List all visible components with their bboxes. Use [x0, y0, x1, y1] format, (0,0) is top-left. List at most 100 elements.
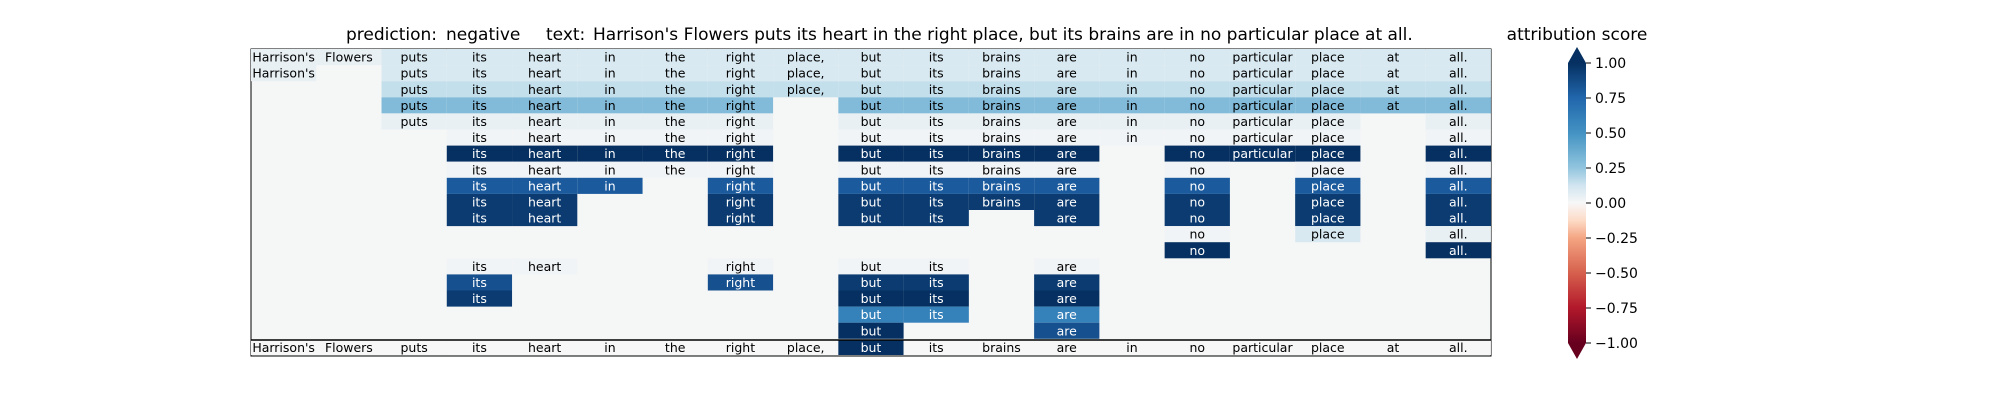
cell-fill: [968, 340, 1035, 355]
heatmap-cell: right: [707, 81, 774, 98]
cell-token: but: [861, 194, 882, 209]
heatmap-cell: its: [903, 49, 969, 66]
heatmap-cell: but: [838, 193, 904, 210]
cell-fill: [773, 81, 839, 98]
heatmap-cell: but: [838, 290, 904, 307]
cell-token: are: [1057, 291, 1078, 306]
colorbar-tick-label: 0.00: [1595, 196, 1626, 212]
cell-token: the: [665, 162, 686, 177]
heatmap-cell: its: [446, 177, 513, 194]
cell-token: right: [726, 98, 755, 113]
colorbar-ticks: 1.00 0.75 0.50 0.25 0.00 −0.25 −0.50 −0.75 −1.00: [1586, 56, 1638, 352]
cell-fill: [577, 340, 643, 355]
heatmap-cell: particular: [1229, 81, 1296, 98]
cell-fill: [903, 274, 969, 291]
heatmap-cell: no: [1164, 65, 1230, 82]
heatmap-cell: brains: [968, 177, 1035, 194]
cell-token: puts: [401, 340, 428, 355]
heatmap-cell: heart: [512, 81, 578, 98]
heatmap-cell: right: [707, 161, 774, 178]
heatmap-cell: particular: [1229, 145, 1296, 162]
title-text-label: text:: [546, 25, 585, 45]
cell-fill: [1034, 210, 1100, 227]
cell-fill: [707, 145, 774, 162]
cell-fill: [251, 340, 317, 355]
cell-token: particular: [1232, 130, 1293, 145]
cell-token: but: [861, 323, 882, 338]
cell-token: are: [1057, 130, 1078, 145]
cell-fill: [838, 81, 904, 98]
cell-fill: [512, 129, 578, 146]
cell-fill: [707, 65, 774, 82]
cell-fill: [1034, 290, 1100, 307]
heatmap-cell: its: [903, 97, 969, 114]
heatmap-cell: particular: [1229, 97, 1296, 114]
heatmap-cell: are: [1034, 274, 1100, 291]
heatmap-cell: its: [903, 177, 969, 194]
cell-token: heart: [528, 50, 561, 65]
cell-fill: [1164, 49, 1230, 66]
cell-token: its: [929, 82, 944, 97]
bottom-row-cell: the: [642, 340, 708, 355]
cell-token: heart: [528, 211, 561, 226]
cell-fill: [1034, 81, 1100, 98]
heatmap-cell: its: [446, 97, 513, 114]
cell-fill: [707, 129, 774, 146]
cell-token: the: [665, 66, 686, 81]
cell-fill: [512, 193, 578, 210]
heatmap-cell: all.: [1425, 81, 1491, 98]
heatmap-cell: no: [1164, 97, 1230, 114]
cell-token: puts: [401, 50, 428, 65]
cell-token: right: [726, 50, 755, 65]
cell-token: right: [726, 82, 755, 97]
cell-fill: [1164, 193, 1230, 210]
cell-token: all.: [1449, 114, 1468, 129]
cell-fill: [446, 274, 513, 291]
cell-fill: [1229, 129, 1296, 146]
cell-fill: [316, 340, 382, 355]
heatmap-cell: the: [642, 145, 708, 162]
cell-token: in: [604, 340, 615, 355]
cell-fill: [1164, 129, 1230, 146]
heatmap-cell: are: [1034, 145, 1100, 162]
cell-token: in: [604, 50, 615, 65]
cell-token: in: [604, 82, 615, 97]
heatmap-cell: place: [1295, 65, 1361, 82]
cell-token: its: [472, 98, 487, 113]
cell-fill: [577, 97, 643, 114]
heatmap-cell: place,: [773, 65, 839, 82]
colorbar-tick-label: 0.75: [1595, 91, 1626, 107]
cell-fill: [903, 145, 969, 162]
cell-fill: [1295, 177, 1361, 194]
cell-token: its: [929, 340, 944, 355]
heatmap-cell: the: [642, 81, 708, 98]
heatmap-cell: right: [707, 65, 774, 82]
cell-token: place,: [787, 82, 825, 97]
heatmap-cell: no: [1164, 226, 1230, 243]
cell-token: heart: [528, 130, 561, 145]
heatmap-cell: but: [838, 81, 904, 98]
cell-token: heart: [528, 66, 561, 81]
cell-fill: [1034, 129, 1100, 146]
heatmap-cell: are: [1034, 49, 1100, 66]
cell-fill: [381, 65, 447, 82]
heatmap-cell: in: [1099, 65, 1165, 82]
cell-fill: [903, 177, 969, 194]
cell-token: its: [472, 130, 487, 145]
cell-fill: [577, 65, 643, 82]
cell-fill: [838, 49, 904, 66]
cell-token: brains: [982, 340, 1021, 355]
cell-fill: [642, 65, 708, 82]
cell-fill: [1360, 49, 1426, 66]
cell-fill: [1295, 129, 1361, 146]
colorbar: attribution score 1.00 0.75 0.50 0.25 0.00 −0…: [1507, 25, 1647, 359]
heatmap-cell: place: [1295, 210, 1361, 227]
heatmap-cell: heart: [512, 97, 578, 114]
cell-fill: [707, 81, 774, 98]
cell-fill: [1229, 49, 1296, 66]
cell-token: heart: [528, 146, 561, 161]
heatmap-cell: right: [707, 129, 774, 146]
heatmap-cell: in: [577, 81, 643, 98]
heatmap-cell: its: [903, 258, 969, 275]
cell-token: are: [1057, 211, 1078, 226]
